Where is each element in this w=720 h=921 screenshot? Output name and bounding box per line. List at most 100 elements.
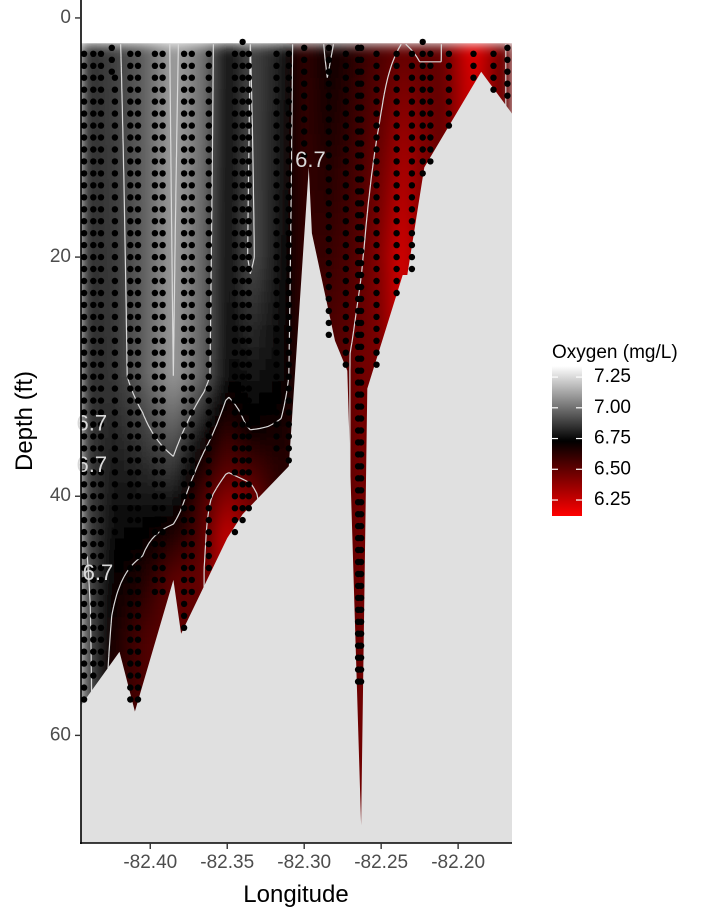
heat-cell <box>142 235 150 248</box>
heat-cell <box>247 235 255 248</box>
heat-cell <box>321 134 329 147</box>
heat-cell <box>136 673 144 686</box>
sample-point <box>81 564 88 572</box>
heat-cell <box>216 460 224 473</box>
heat-cell <box>142 493 150 506</box>
heat-cell <box>117 426 125 439</box>
heat-cell <box>167 302 175 315</box>
heat-cell <box>241 460 249 473</box>
heat-cell <box>179 302 187 315</box>
heat-cell <box>105 134 113 147</box>
heat-cell <box>154 505 162 518</box>
heat-cell <box>154 66 162 79</box>
heat-cell <box>154 156 162 169</box>
heat-cell <box>401 201 409 214</box>
heat-cell <box>105 122 113 135</box>
heat-cell <box>278 280 285 293</box>
heat-cell <box>395 100 402 113</box>
heat-cell <box>142 392 150 405</box>
heat-cell <box>148 257 156 270</box>
heat-cell <box>265 392 273 405</box>
heat-cell <box>308 122 316 135</box>
heat-cell <box>222 415 230 428</box>
heat-cell <box>130 246 138 259</box>
heat-cell <box>154 336 162 349</box>
heat-cell <box>321 201 329 214</box>
heat-cell <box>185 269 193 281</box>
heat-cell <box>407 246 415 259</box>
heat-cell <box>154 269 162 281</box>
heat-cell <box>167 235 175 248</box>
heat-cell <box>124 302 132 315</box>
heat-cell <box>198 89 205 102</box>
heat-cell <box>370 246 378 259</box>
heat-cell <box>222 336 230 349</box>
heat-cell <box>290 111 298 124</box>
heat-cell <box>167 561 175 574</box>
heat-cell <box>241 44 249 57</box>
heat-cell <box>216 167 224 180</box>
heat-cell <box>376 280 384 293</box>
heat-cell <box>265 179 273 192</box>
heat-cell <box>278 325 285 338</box>
heat-cell <box>93 257 101 270</box>
heat-cell <box>93 561 101 574</box>
heat-cell <box>364 167 372 180</box>
heat-cell <box>130 359 138 371</box>
heat-cell <box>191 100 199 113</box>
heat-cell <box>265 224 273 237</box>
heat-cell <box>253 302 261 315</box>
heat-cell <box>253 403 261 416</box>
heat-cell <box>413 100 421 113</box>
heat-cell <box>87 314 95 326</box>
heat-cell <box>142 246 150 259</box>
heat-cell <box>278 314 285 326</box>
heat-cell <box>419 122 427 135</box>
heat-cell <box>216 347 224 360</box>
heat-cell <box>265 448 273 461</box>
heat-cell <box>130 212 138 225</box>
above-surface <box>81 0 512 44</box>
heat-cell <box>136 426 144 439</box>
heat-cell <box>105 190 113 203</box>
heat-cell <box>191 437 199 450</box>
heat-cell <box>210 224 218 237</box>
heat-cell <box>271 314 279 326</box>
heat-cell <box>93 201 101 214</box>
heat-cell <box>148 493 156 506</box>
heat-cell <box>333 145 341 158</box>
heat-cell <box>376 302 384 315</box>
heat-cell <box>388 44 396 57</box>
heat-cell <box>388 179 396 192</box>
heat-cell <box>290 246 298 259</box>
heat-cell <box>493 55 501 68</box>
heat-cell <box>382 122 390 135</box>
heat-cell <box>296 44 304 57</box>
heat-cell <box>142 100 150 113</box>
heat-cell <box>204 44 212 57</box>
heat-cell <box>487 55 495 68</box>
heat-cell <box>216 403 224 416</box>
heat-cell <box>296 167 304 180</box>
heat-cell <box>105 606 113 619</box>
heat-cell <box>339 246 347 259</box>
heat-cell <box>191 336 199 349</box>
heat-cell <box>216 156 224 169</box>
heat-cell <box>191 44 199 57</box>
sample-point <box>81 660 88 667</box>
heat-cell <box>117 527 125 540</box>
heat-cell <box>117 235 125 248</box>
heat-cell <box>136 471 144 484</box>
heat-cell <box>81 66 88 79</box>
heat-cell <box>161 134 168 147</box>
heat-cell <box>407 55 415 68</box>
heat-cell <box>284 44 292 57</box>
heat-cell <box>321 122 329 135</box>
sample-point <box>90 349 97 356</box>
heat-cell <box>130 190 138 203</box>
heat-cell <box>247 224 255 237</box>
heat-cell <box>339 280 347 293</box>
heat-cell <box>247 122 255 135</box>
heat-cell <box>370 235 378 248</box>
heat-cell <box>222 392 230 405</box>
